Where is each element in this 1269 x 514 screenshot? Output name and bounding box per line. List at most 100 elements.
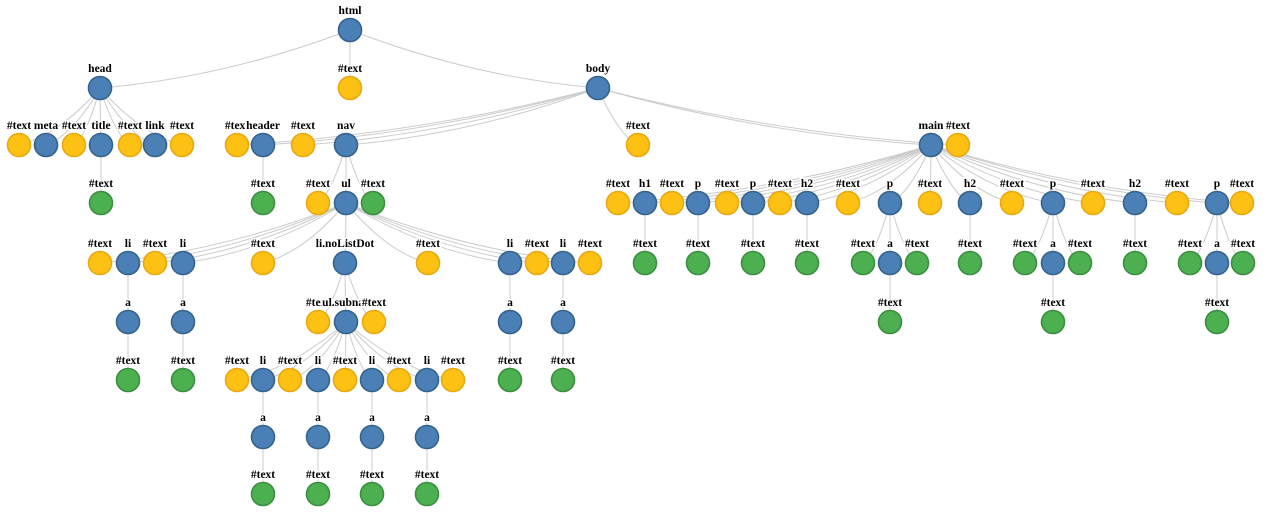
node-text-label: #text — [1068, 238, 1092, 250]
node-text-label: #text — [715, 178, 739, 190]
node-text — [659, 190, 685, 216]
node-link-label: link — [145, 120, 165, 132]
node-text-label: #text — [333, 355, 357, 367]
node-text-label: #text — [1205, 297, 1229, 309]
node-text-label: #text — [278, 355, 302, 367]
node-a-label: a — [507, 297, 513, 309]
node-li-label: li — [260, 355, 267, 367]
node-nav — [333, 132, 359, 158]
node-a-label: a — [260, 412, 266, 424]
node-li — [414, 367, 440, 393]
node-text-label: #text — [1000, 178, 1024, 190]
node-h2 — [794, 190, 820, 216]
tree-link — [345, 321, 428, 381]
node-text — [277, 367, 303, 393]
tree-link — [262, 87, 599, 146]
node-h1 — [632, 190, 658, 216]
node-main — [918, 132, 944, 158]
node-text — [714, 190, 740, 216]
node-text-label: #text — [387, 355, 411, 367]
node-meta-label: meta — [34, 120, 59, 132]
node-text-label: #text — [686, 238, 710, 250]
node-p — [740, 190, 766, 216]
node-nav-label: nav — [337, 120, 355, 132]
tree-link — [345, 202, 429, 264]
node-h2-label: h2 — [1129, 178, 1141, 190]
node-text-label: #text — [1041, 297, 1065, 309]
node-a — [497, 309, 523, 335]
node-header-label: header — [246, 120, 280, 132]
node-title-label: title — [91, 120, 110, 132]
tree-link — [262, 321, 347, 381]
node-text — [61, 132, 87, 158]
node-text — [88, 190, 114, 216]
node-text-label: #text — [851, 238, 875, 250]
node-h2 — [957, 190, 983, 216]
node-text-label: #text — [360, 469, 384, 481]
node-title — [88, 132, 114, 158]
node-text — [1230, 250, 1256, 276]
node-text-label: #text — [633, 238, 657, 250]
node-a — [877, 250, 903, 276]
node-text-label: #text — [660, 178, 684, 190]
node-li-label: li — [369, 355, 376, 367]
node-text — [117, 132, 143, 158]
node-text — [632, 250, 658, 276]
node-li-label: li — [424, 355, 431, 367]
node-text — [290, 132, 316, 158]
node-text — [1229, 190, 1255, 216]
node-text — [957, 250, 983, 276]
node-html-label: html — [339, 5, 362, 17]
node-a-label: a — [1214, 238, 1220, 250]
node-text — [305, 481, 331, 507]
node-text — [386, 367, 412, 393]
nodes-layer — [6, 17, 1256, 507]
node-text — [740, 250, 766, 276]
node-p — [1040, 190, 1066, 216]
node-text — [361, 309, 387, 335]
node-h2-label: h2 — [801, 178, 813, 190]
node-text-label: #text — [62, 120, 86, 132]
node-p-label: p — [1050, 178, 1056, 190]
node-text-label: #text — [7, 120, 31, 132]
node-text-label: #text — [918, 178, 942, 190]
node-main-label: main — [919, 120, 945, 132]
node-text-label: #text — [306, 469, 330, 481]
tree-link — [182, 202, 347, 264]
node-body-label: body — [586, 63, 611, 75]
tree-link — [930, 144, 1243, 204]
node-text — [835, 190, 861, 216]
tree-link — [99, 29, 351, 89]
node-ul — [333, 190, 359, 216]
node-text — [1177, 250, 1203, 276]
node-text — [877, 309, 903, 335]
node-text-label: #text — [415, 469, 439, 481]
node-text — [767, 190, 793, 216]
node-text — [250, 190, 276, 216]
node-text — [224, 367, 250, 393]
node-text-label: #text — [441, 355, 465, 367]
node-text-label: #text — [416, 238, 440, 250]
node-a — [550, 309, 576, 335]
node-text — [550, 367, 576, 393]
node-a — [250, 424, 276, 450]
node-text — [1080, 190, 1106, 216]
tree-link — [262, 202, 347, 264]
node-a — [414, 424, 440, 450]
node-li — [170, 250, 196, 276]
node-text — [115, 367, 141, 393]
node-text-label: #text — [306, 178, 330, 190]
tree-link — [597, 87, 959, 146]
node-text — [904, 250, 930, 276]
node-text-label: #text — [1178, 238, 1202, 250]
tree-link — [806, 144, 932, 204]
node-text-label: #text — [768, 178, 792, 190]
node-text-label: #text — [1123, 238, 1147, 250]
node-p-label: p — [695, 178, 701, 190]
node-text-label: #text — [878, 297, 902, 309]
node-a-label: a — [315, 412, 321, 424]
node-a — [1204, 250, 1230, 276]
node-p — [877, 190, 903, 216]
